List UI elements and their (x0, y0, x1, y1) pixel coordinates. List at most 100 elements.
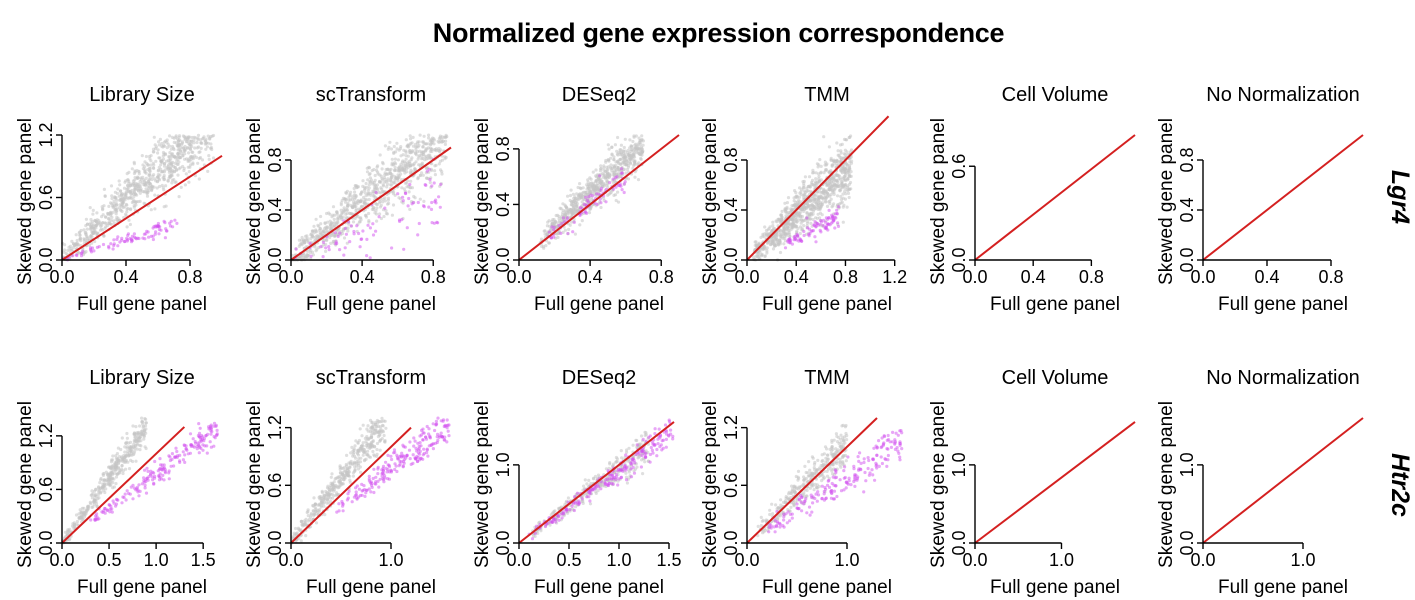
point-other-gene (341, 472, 345, 476)
point-other-gene (786, 226, 791, 230)
point-other-gene (82, 228, 86, 232)
point-highlighted-gene (168, 224, 173, 228)
point-other-gene (90, 493, 94, 497)
point-highlighted-gene (341, 509, 345, 513)
point-other-gene (802, 189, 807, 193)
point-other-gene (190, 139, 194, 143)
point-highlighted-gene (814, 240, 818, 244)
point-other-gene (156, 148, 160, 152)
point-highlighted-gene (170, 452, 174, 456)
point-other-gene (381, 162, 385, 166)
point-other-gene (401, 201, 405, 205)
point-other-gene (129, 207, 133, 211)
point-highlighted-gene (89, 518, 93, 522)
point-other-gene (91, 231, 95, 235)
point-other-gene (843, 148, 848, 152)
point-other-gene (612, 158, 616, 162)
point-highlighted-gene (153, 459, 157, 464)
point-other-gene (380, 419, 384, 424)
point-other-gene (85, 505, 90, 509)
point-other-gene (304, 534, 308, 538)
point-other-gene (607, 147, 611, 151)
point-other-gene (626, 177, 631, 181)
point-other-gene (132, 442, 136, 446)
point-other-gene (383, 199, 387, 203)
point-other-gene (812, 171, 816, 175)
point-other-gene (402, 187, 406, 191)
point-other-gene (123, 450, 127, 454)
y-tick-label: 0.8 (1177, 147, 1197, 172)
point-other-gene (186, 146, 190, 150)
point-other-gene (153, 207, 157, 211)
point-highlighted-gene (362, 484, 366, 488)
y-tick-label: 0.0 (36, 247, 56, 272)
point-other-gene (566, 194, 570, 198)
point-other-gene (790, 204, 794, 208)
point-highlighted-gene (402, 247, 406, 251)
point-highlighted-gene (354, 486, 358, 490)
point-other-gene (170, 178, 175, 182)
point-highlighted-gene (210, 430, 214, 434)
point-other-gene (128, 222, 132, 227)
point-highlighted-gene (393, 450, 397, 454)
point-highlighted-gene (335, 241, 339, 246)
panel-title: Library Size (89, 84, 195, 106)
point-highlighted-gene (294, 247, 298, 251)
point-other-gene (206, 134, 210, 138)
y-tick-label: 0.0 (36, 530, 56, 555)
point-other-gene (316, 508, 320, 513)
point-other-gene (351, 474, 355, 478)
point-other-gene (592, 184, 596, 188)
point-highlighted-gene (599, 201, 603, 205)
point-other-gene (819, 164, 823, 168)
point-other-gene (393, 178, 397, 182)
point-other-gene (835, 184, 839, 188)
point-other-gene (362, 195, 366, 200)
point-other-gene (622, 167, 627, 171)
point-other-gene (384, 180, 388, 184)
point-other-gene (127, 467, 132, 471)
point-other-gene (141, 163, 145, 167)
point-highlighted-gene (208, 440, 212, 444)
point-other-gene (313, 512, 317, 516)
point-other-gene (755, 244, 759, 248)
point-other-gene (87, 243, 92, 247)
point-other-gene (540, 244, 544, 248)
point-highlighted-gene (437, 195, 441, 199)
point-highlighted-gene (427, 205, 431, 209)
point-other-gene (108, 466, 112, 470)
point-other-gene (379, 431, 383, 435)
point-other-gene (384, 426, 388, 430)
point-other-gene (91, 212, 95, 216)
point-highlighted-gene (361, 229, 365, 233)
point-other-gene (838, 143, 843, 147)
point-other-gene (94, 494, 98, 498)
point-other-gene (116, 187, 120, 191)
point-highlighted-gene (374, 190, 378, 195)
point-other-gene (795, 196, 799, 200)
point-highlighted-gene (201, 443, 205, 447)
point-other-gene (190, 135, 194, 140)
point-other-gene (148, 172, 152, 176)
point-highlighted-gene (377, 485, 381, 489)
y-axis-label: Skewed gene panel (700, 118, 721, 285)
x-axis-label: Full gene panel (762, 294, 892, 315)
point-highlighted-gene (433, 428, 437, 433)
point-other-gene (299, 539, 303, 543)
point-other-gene (163, 153, 168, 157)
identity-line (746, 115, 890, 261)
point-other-gene (103, 215, 108, 219)
point-other-gene (114, 482, 118, 486)
point-highlighted-gene (819, 230, 823, 234)
point-highlighted-gene (413, 456, 418, 461)
point-other-gene (165, 140, 169, 144)
point-other-gene (390, 213, 394, 217)
point-highlighted-gene (585, 198, 589, 202)
point-other-gene (102, 204, 106, 208)
point-other-gene (173, 155, 177, 159)
point-other-gene (103, 490, 107, 495)
point-other-gene (90, 241, 94, 245)
point-other-gene (116, 472, 120, 476)
point-other-gene (835, 141, 839, 145)
